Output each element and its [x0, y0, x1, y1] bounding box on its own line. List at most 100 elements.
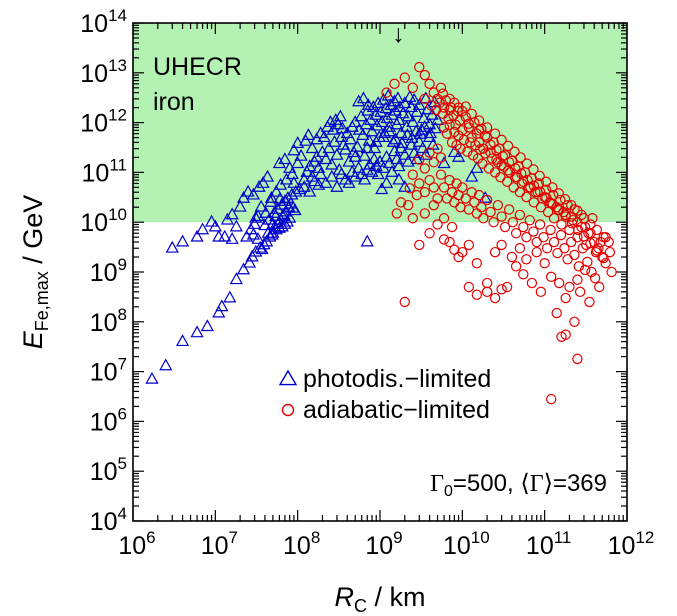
- circle-point: [457, 125, 468, 136]
- legend-label-photodis: photodis.−limited: [303, 365, 491, 393]
- triangle-point: [416, 141, 430, 154]
- triangle-point: [190, 325, 204, 338]
- circle-point: [496, 134, 507, 146]
- tick-labels-layer: 106 107 108 109 1010 1011 10121041051061071081…: [80, 6, 654, 560]
- circle-point: [455, 143, 466, 154]
- circle-point: [518, 269, 529, 280]
- circle-point: [497, 151, 508, 162]
- circle-point: [424, 78, 435, 90]
- y-tick-label: 1012: [80, 106, 127, 138]
- circle-point: [564, 281, 575, 293]
- triangle-point: [175, 234, 190, 247]
- triangle-point: [258, 218, 272, 231]
- circle-point: [584, 296, 595, 308]
- triangle-point: [272, 220, 287, 233]
- circle-point: [453, 251, 464, 263]
- triangle-point: [385, 164, 399, 177]
- series-photodis: [145, 88, 492, 384]
- circle-point: [460, 193, 471, 204]
- circle-point: [531, 246, 542, 258]
- circle-point: [506, 251, 518, 263]
- circle-point: [503, 204, 515, 215]
- triangle-point: [400, 128, 414, 140]
- y-tick-label-base: 10: [80, 60, 108, 88]
- y-tick-label-base: 10: [80, 209, 108, 237]
- triangle-point: [394, 126, 408, 139]
- mean-open: ⟨: [520, 470, 529, 497]
- circle-point: [428, 157, 439, 168]
- triangle-point: [413, 126, 428, 139]
- circle-point: [604, 246, 616, 258]
- circle-point: [473, 125, 485, 136]
- y-tick-label-exponent: 7: [118, 355, 127, 374]
- circle-point: [560, 292, 571, 304]
- circle-point: [521, 254, 532, 265]
- circle-point: [606, 266, 617, 278]
- circle-point: [548, 236, 560, 248]
- triangle-point: [387, 144, 402, 157]
- x-tick-label-base: 10: [608, 532, 636, 560]
- circle-point: [496, 284, 507, 295]
- triangle-point: [379, 176, 394, 188]
- triangle-point: [225, 232, 239, 244]
- circle-point: [562, 254, 573, 265]
- circle-point: [541, 192, 552, 203]
- triangle-point: [175, 334, 190, 347]
- triangle-point: [264, 191, 279, 203]
- circle-point: [399, 296, 410, 308]
- plot-area: [132, 22, 628, 522]
- circle-point: [435, 152, 447, 163]
- triangle-point: [427, 95, 442, 108]
- circle-point: [553, 188, 564, 199]
- legend-triangle-marker: [278, 369, 298, 386]
- circle-point: [510, 163, 521, 174]
- circle-point: [478, 213, 489, 224]
- triangle-point: [330, 179, 344, 192]
- circle-point: [414, 154, 425, 165]
- y-tick-label: 105: [90, 454, 127, 486]
- circle-point: [414, 178, 425, 189]
- circle-point: [435, 82, 447, 93]
- triangle-point: [407, 92, 421, 105]
- triangle-point: [375, 115, 389, 128]
- circle-point: [538, 231, 549, 243]
- circle-point: [419, 69, 430, 81]
- triangle-point: [249, 210, 263, 223]
- circle-point: [560, 329, 571, 340]
- triangle-point: [379, 149, 394, 162]
- circle-point: [438, 122, 450, 133]
- circle-point: [391, 208, 403, 219]
- circle-point: [528, 226, 539, 237]
- circle-point: [463, 239, 475, 251]
- x-axis-symbol: R: [335, 582, 355, 612]
- circle-point: [463, 118, 475, 129]
- y-tick-label-exponent: 11: [109, 155, 127, 174]
- triangle-point: [241, 184, 255, 197]
- circle-point: [419, 93, 430, 105]
- x-tick-label: 106: [118, 528, 155, 560]
- triangle-point: [259, 205, 273, 218]
- circle-point: [504, 167, 516, 178]
- circle-point: [481, 286, 493, 298]
- triangle-point: [291, 136, 305, 148]
- circle-point: [460, 111, 471, 123]
- y-tick-label-base: 10: [90, 359, 118, 387]
- circle-point: [547, 182, 558, 193]
- circle-point: [381, 87, 392, 98]
- circle-point: [489, 246, 501, 258]
- circle-point: [526, 277, 538, 289]
- x-tick-label-base: 10: [526, 532, 554, 560]
- circle-point: [559, 193, 571, 205]
- triangle-point: [398, 147, 412, 160]
- triangle-point: [391, 91, 405, 104]
- triangle-point: [331, 117, 345, 130]
- circle-point: [444, 119, 455, 131]
- circle-point: [548, 213, 560, 224]
- triangle-point: [356, 91, 371, 104]
- circle-point: [524, 214, 536, 226]
- y-tick-label: 109: [90, 255, 127, 287]
- legend-label-adiabatic: adiabatic−limited: [303, 396, 490, 424]
- circle-point: [514, 243, 526, 254]
- triangle-point: [478, 191, 492, 203]
